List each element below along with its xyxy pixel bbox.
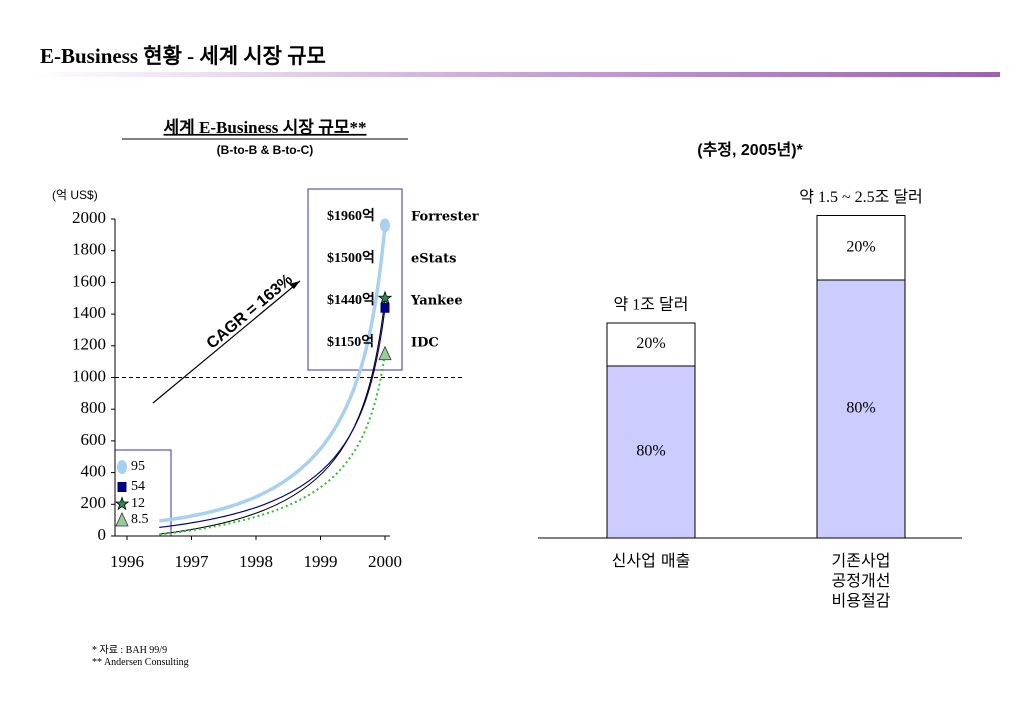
total-label: 약 1.5 ~ 2.5조 달러 (799, 188, 923, 206)
chart-title: (추정, 2005년)* (697, 140, 803, 159)
x-tick-label: 1997 (175, 552, 210, 571)
end-value-label: $1960억 (327, 208, 375, 224)
series-line (159, 353, 386, 536)
start-value-label: 54 (131, 479, 145, 494)
segment-label: 80% (636, 443, 665, 460)
y-tick-label: 600 (81, 430, 107, 449)
slide-title: E-Business 현황 - 세계 시장 규모 (40, 44, 326, 68)
header-rule (30, 72, 1000, 77)
footnote: ** Andersen Consulting (92, 657, 189, 668)
x-tick-label: 1998 (239, 552, 273, 571)
y-tick-label: 800 (81, 398, 107, 417)
x-tick-label: 1996 (110, 552, 144, 571)
marker (377, 290, 393, 305)
y-axis-label: (억 US$) (52, 188, 98, 202)
legend-marker (114, 496, 130, 511)
total-label: 약 1조 달러 (614, 296, 689, 314)
chart-subtitle: (B-to-B & B-to-C) (217, 143, 314, 157)
cagr-arrow (152, 280, 301, 404)
series-name: Forrester (411, 210, 479, 225)
series-line (159, 225, 387, 523)
y-tick-label: 1600 (72, 271, 106, 290)
y-tick-label: 0 (98, 525, 107, 544)
callout-box (307, 188, 403, 371)
segment-label: 80% (846, 400, 875, 417)
bar-segment (606, 322, 696, 367)
end-value-label: $1500억 (327, 250, 375, 266)
y-tick-label: 1200 (72, 335, 106, 354)
series-name: Yankee (410, 294, 463, 309)
chart-title: 세계 E-Business 시장 규모** (164, 118, 367, 137)
y-tick-label: 2000 (72, 208, 106, 227)
end-value-label: $1150억 (327, 334, 374, 350)
start-value-label: 8.5 (131, 512, 149, 527)
series-line (159, 298, 386, 535)
series-name: IDC (411, 336, 439, 351)
y-tick-label: 200 (81, 493, 107, 512)
x-tick-label: 기존사업 공정개선 비용절감 (831, 551, 891, 610)
series-line (159, 307, 386, 529)
legend-marker (117, 482, 127, 492)
x-tick-label: 1999 (304, 552, 338, 571)
bar-segment (606, 365, 696, 539)
y-tick-label: 1400 (72, 303, 106, 322)
footnote: * 자료 : BAH 99/9 (92, 645, 168, 656)
legend-marker (115, 512, 129, 527)
cagr-annotation: CAGR = 163% (204, 271, 296, 352)
series-name: eStats (411, 252, 456, 267)
marker (380, 218, 390, 233)
end-value-label: $1440억 (327, 292, 375, 308)
start-value-label: 95 (131, 459, 145, 474)
x-tick-label: 2000 (368, 552, 402, 571)
bar-segment (816, 279, 906, 539)
marker (380, 302, 390, 313)
legend-marker (117, 460, 127, 474)
x-tick-label: 신사업 매출 (611, 551, 691, 570)
y-tick-label: 1800 (72, 240, 106, 259)
y-tick-label: 1000 (72, 366, 106, 385)
marker (378, 345, 392, 361)
arrow-head (289, 281, 300, 289)
segment-label: 20% (636, 335, 665, 352)
bar-segment (816, 215, 906, 281)
segment-label: 20% (846, 238, 875, 255)
y-tick-label: 400 (81, 462, 107, 481)
start-value-label: 12 (131, 496, 145, 511)
